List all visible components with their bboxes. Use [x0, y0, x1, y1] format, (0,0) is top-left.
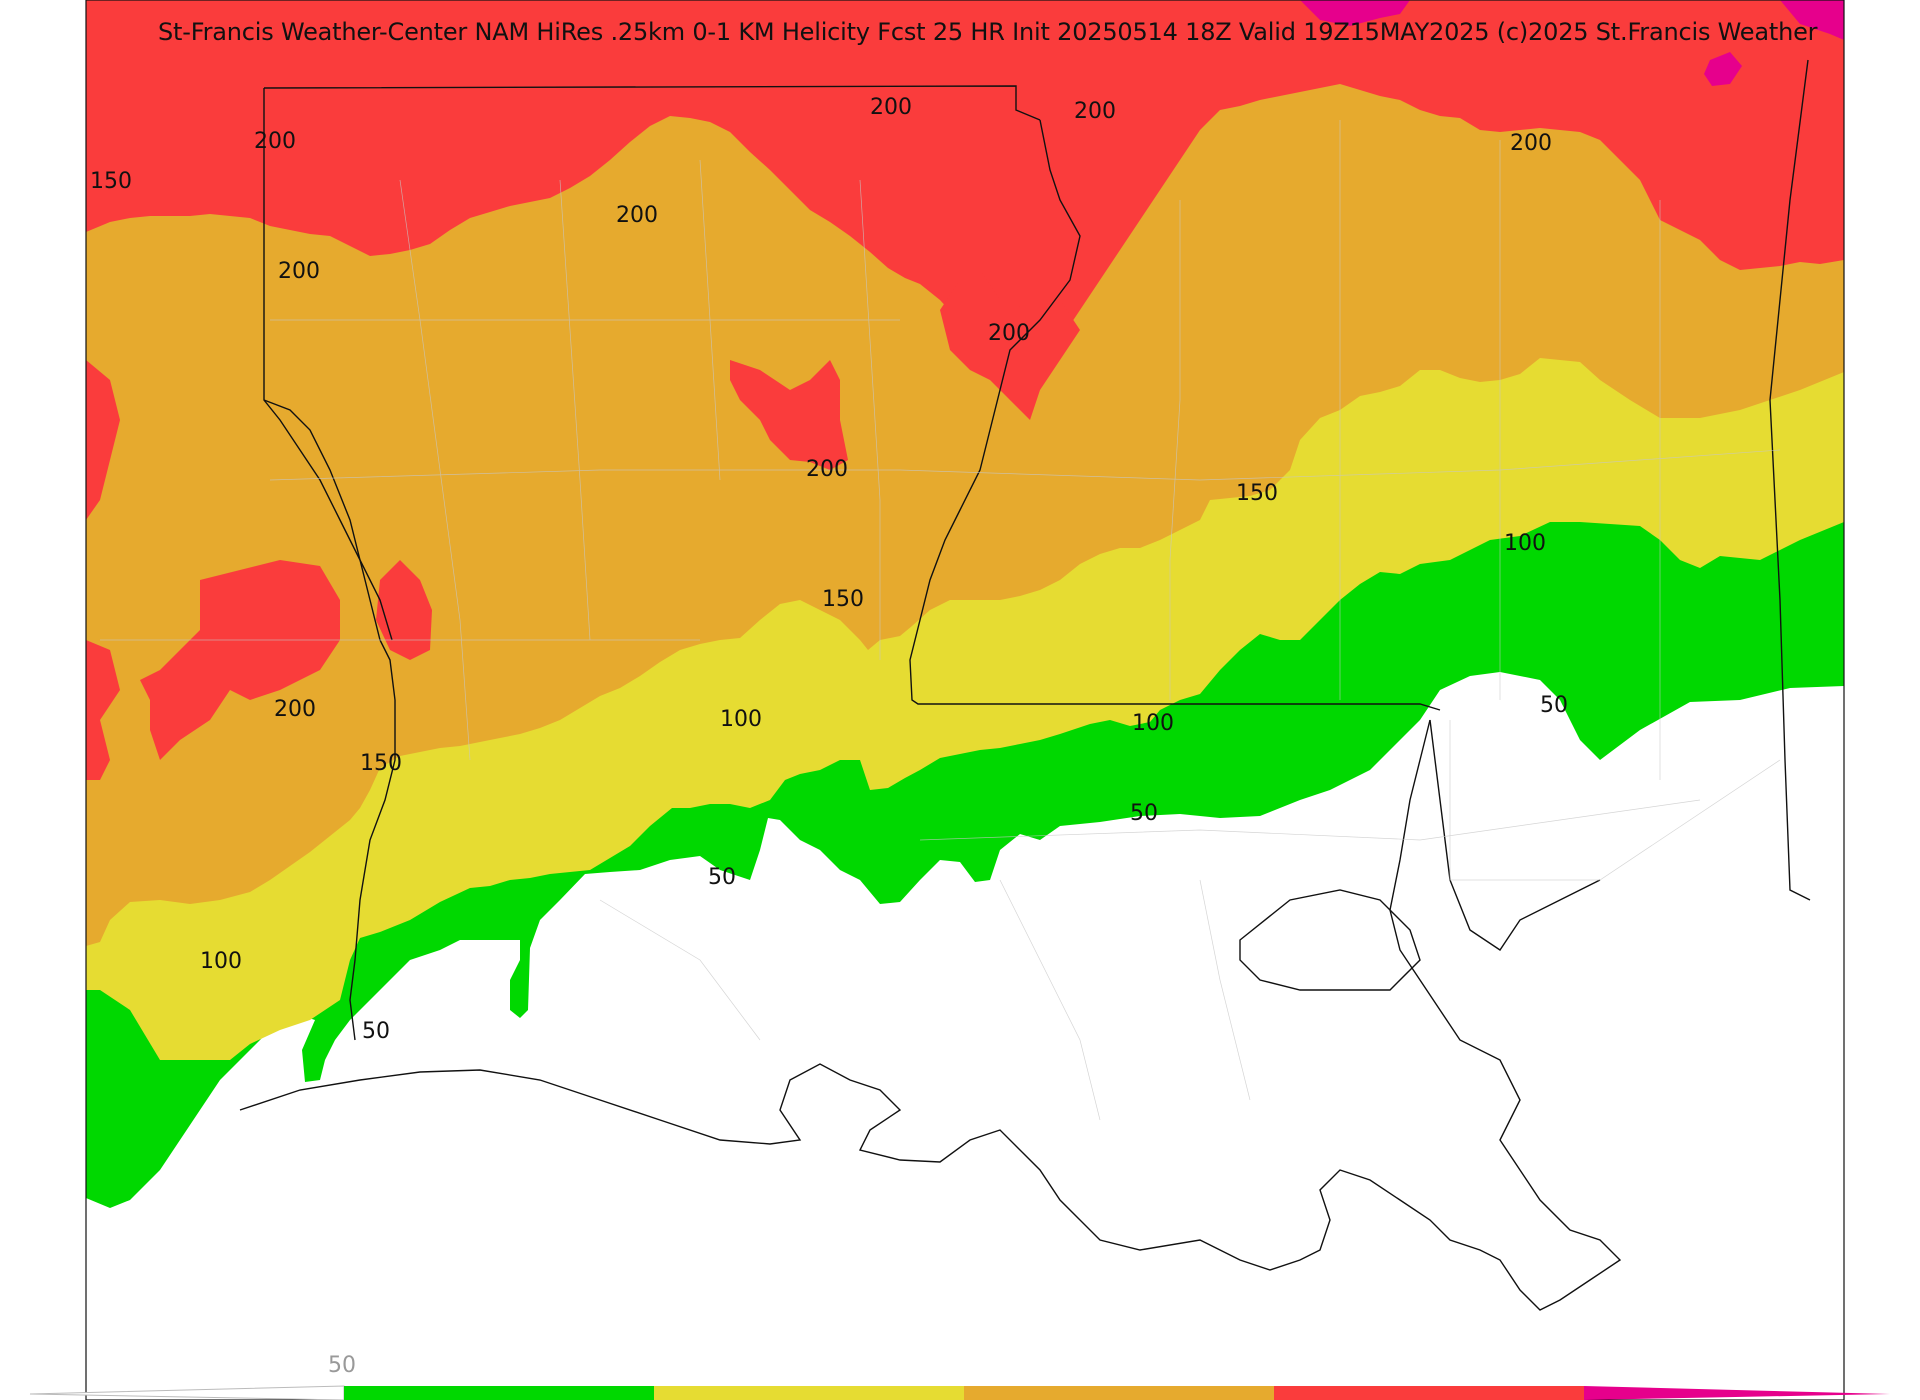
colorbar-segment: [964, 1386, 1274, 1400]
lake-outline: [1239, 889, 1421, 991]
contour-label: 50: [1130, 801, 1158, 826]
contour-label: 200: [988, 321, 1030, 346]
contour-label: 200: [1510, 131, 1552, 156]
fill-above-250: [1300, 0, 1410, 26]
colorbar-tick-label: 50: [328, 1353, 356, 1378]
contour-label: 100: [1132, 711, 1174, 736]
boundary-lines: [239, 59, 1811, 1311]
contour-label: 200: [274, 697, 316, 722]
colorbar-segment: [1274, 1386, 1584, 1400]
state-border: [909, 119, 1441, 711]
helicity-fill-layers: [86, 0, 1844, 1400]
state-border: [1429, 719, 1601, 951]
fill-150-200: [86, 0, 1844, 946]
state-border: [1769, 59, 1811, 901]
colorbar: 50: [29, 1353, 1890, 1400]
fill-200-pocket: [730, 360, 848, 470]
fill-200-pocket: [86, 360, 120, 520]
contour-label: 150: [360, 751, 402, 776]
contour-label: 150: [1236, 481, 1278, 506]
fill-200-250: [86, 0, 1844, 404]
fill-200-pocket: [140, 560, 340, 760]
county-lines: [100, 120, 1781, 1121]
colorbar-right-arrow: [1584, 1386, 1890, 1400]
fill-above-250: [1704, 52, 1742, 86]
map-title: St-Francis Weather-Center NAM HiRes .25k…: [158, 18, 1818, 46]
river-line: [263, 399, 393, 641]
contour-label: 200: [616, 203, 658, 228]
colorbar-segment: [344, 1386, 654, 1400]
contour-labels: 200 200 200 200 200 200 200 200 150 150 …: [90, 95, 1568, 1044]
state-border: [263, 88, 396, 1041]
fill-200-pocket: [86, 640, 120, 780]
contour-label: 50: [708, 865, 736, 890]
colorbar-segment: [654, 1386, 964, 1400]
map-plot-frame: [85, 0, 1845, 1400]
contour-label: 200: [254, 129, 296, 154]
contour-label: 200: [870, 95, 912, 120]
contour-label: 200: [278, 259, 320, 284]
contour-label: 100: [1504, 531, 1546, 556]
contour-label: 200: [806, 457, 848, 482]
contour-label: 50: [1540, 693, 1568, 718]
contour-label: 100: [200, 949, 242, 974]
contour-label: 150: [90, 169, 132, 194]
contour-label: 100: [720, 707, 762, 732]
coastline: [239, 719, 1622, 1311]
contour-label: 200: [1074, 99, 1116, 124]
fill-above-250: [1780, 0, 1844, 40]
fill-200-pocket: [940, 270, 1080, 420]
contour-label: 50: [362, 1019, 390, 1044]
state-border: [263, 85, 1041, 121]
contour-label: 150: [822, 587, 864, 612]
